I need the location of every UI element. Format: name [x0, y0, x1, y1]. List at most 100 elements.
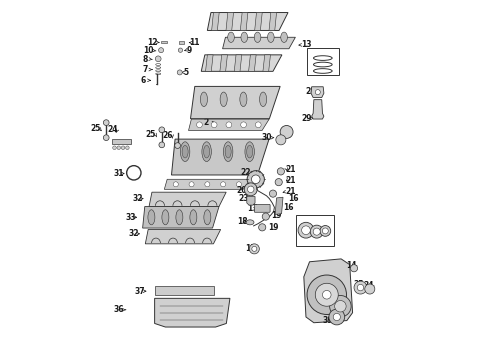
Circle shape [357, 284, 364, 291]
Text: 23: 23 [239, 194, 249, 203]
Text: 24: 24 [108, 125, 118, 134]
Ellipse shape [241, 32, 247, 42]
Ellipse shape [245, 142, 254, 162]
Text: 14: 14 [346, 261, 356, 270]
Bar [155, 286, 214, 295]
FancyBboxPatch shape [295, 215, 334, 246]
Circle shape [255, 122, 261, 128]
Ellipse shape [204, 210, 211, 225]
Polygon shape [312, 100, 324, 119]
FancyBboxPatch shape [254, 204, 270, 212]
Text: 30: 30 [261, 133, 272, 142]
Text: 5: 5 [183, 68, 188, 77]
Text: 19: 19 [268, 223, 278, 232]
Text: 27: 27 [310, 59, 320, 68]
Circle shape [350, 265, 358, 272]
Ellipse shape [228, 32, 234, 42]
Circle shape [249, 244, 259, 254]
Text: 33: 33 [126, 213, 136, 222]
Ellipse shape [180, 142, 190, 162]
Circle shape [262, 213, 270, 220]
Polygon shape [220, 55, 227, 71]
Text: 32: 32 [128, 229, 139, 238]
Ellipse shape [254, 32, 261, 42]
Polygon shape [164, 179, 250, 189]
Circle shape [280, 126, 293, 138]
Text: 6: 6 [141, 76, 146, 85]
Circle shape [196, 122, 202, 128]
Text: 35: 35 [354, 280, 364, 289]
Circle shape [302, 226, 310, 235]
Ellipse shape [220, 92, 227, 107]
Circle shape [205, 182, 210, 187]
Ellipse shape [268, 32, 274, 42]
Text: 22: 22 [241, 168, 251, 177]
Circle shape [320, 226, 331, 236]
Polygon shape [304, 259, 353, 323]
Text: 19: 19 [271, 211, 282, 220]
Text: 28: 28 [305, 86, 316, 95]
Text: 11: 11 [189, 38, 199, 47]
Circle shape [365, 284, 375, 294]
Circle shape [226, 122, 232, 128]
Ellipse shape [176, 210, 183, 225]
Polygon shape [191, 86, 280, 119]
Circle shape [159, 142, 165, 148]
Text: 15: 15 [245, 244, 255, 253]
Text: 13: 13 [301, 40, 312, 49]
Text: 20: 20 [236, 185, 246, 194]
Ellipse shape [223, 142, 233, 162]
Circle shape [122, 146, 125, 149]
Text: 18: 18 [237, 217, 247, 226]
Bar [179, 41, 184, 44]
Ellipse shape [148, 210, 155, 225]
Text: 32: 32 [132, 194, 143, 203]
Polygon shape [207, 13, 288, 31]
Text: 21: 21 [286, 176, 296, 185]
Circle shape [177, 70, 182, 75]
Circle shape [103, 120, 109, 126]
Ellipse shape [225, 145, 231, 158]
Circle shape [245, 183, 257, 196]
Ellipse shape [281, 32, 288, 42]
Ellipse shape [162, 210, 169, 225]
Text: 25: 25 [90, 124, 100, 133]
Circle shape [310, 225, 323, 238]
Circle shape [275, 179, 282, 186]
Text: 38: 38 [297, 217, 308, 226]
Text: 3: 3 [217, 15, 222, 24]
Circle shape [175, 143, 180, 148]
Circle shape [113, 146, 116, 149]
Bar [161, 41, 167, 43]
Circle shape [335, 301, 346, 312]
Polygon shape [226, 13, 234, 31]
Circle shape [178, 48, 183, 52]
Text: 29: 29 [301, 114, 312, 123]
Circle shape [252, 246, 257, 251]
Ellipse shape [182, 145, 188, 158]
FancyBboxPatch shape [307, 48, 339, 75]
Polygon shape [234, 55, 242, 71]
Circle shape [117, 146, 121, 149]
Circle shape [315, 90, 320, 95]
Text: 26: 26 [163, 131, 173, 140]
Ellipse shape [190, 210, 197, 225]
Ellipse shape [200, 92, 207, 107]
Text: 7: 7 [143, 65, 148, 74]
Text: 21: 21 [286, 187, 296, 196]
Polygon shape [248, 55, 256, 71]
Circle shape [236, 182, 242, 187]
Polygon shape [189, 119, 269, 131]
Polygon shape [263, 55, 270, 71]
Polygon shape [149, 192, 226, 207]
Text: 8: 8 [143, 55, 148, 64]
Ellipse shape [240, 92, 247, 107]
Polygon shape [240, 13, 248, 31]
Polygon shape [205, 55, 213, 71]
Circle shape [155, 56, 161, 62]
Polygon shape [212, 13, 219, 31]
Circle shape [247, 186, 254, 193]
Circle shape [330, 296, 351, 317]
Text: 31: 31 [114, 169, 124, 178]
Text: 37: 37 [135, 287, 146, 296]
